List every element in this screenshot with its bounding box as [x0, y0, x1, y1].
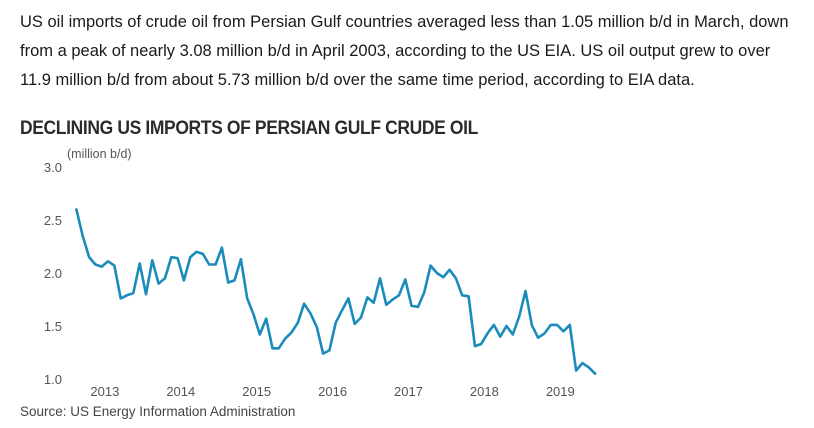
- y-tick-label: 1.5: [44, 319, 62, 334]
- x-tick-label: 2015: [242, 384, 271, 399]
- chart-title: DECLINING US IMPORTS OF PERSIAN GULF CRU…: [20, 118, 478, 139]
- x-tick-label: 2017: [394, 384, 423, 399]
- x-tick-label: 2019: [546, 384, 575, 399]
- y-tick-label: 3.0: [44, 160, 62, 175]
- x-axis-ticks: 2013 2014 2015 2016 2017 2018 2019: [90, 384, 574, 399]
- x-tick-label: 2014: [166, 384, 195, 399]
- x-tick-label: 2018: [470, 384, 499, 399]
- y-axis-ticks: 1.0 1.5 2.0 2.5 3.0: [44, 160, 62, 387]
- y-tick-label: 1.0: [44, 372, 62, 387]
- series-line: [75, 208, 597, 376]
- source-note: Source: US Energy Information Administra…: [20, 404, 296, 419]
- x-tick-label: 2013: [90, 384, 119, 399]
- y-axis-unit-label: (million b/d): [67, 147, 132, 161]
- x-tick-label: 2016: [318, 384, 347, 399]
- y-tick-label: 2.5: [44, 213, 62, 228]
- intro-paragraph: US oil imports of crude oil from Persian…: [20, 13, 789, 89]
- y-tick-label: 2.0: [44, 266, 62, 281]
- series-lines: [75, 208, 597, 376]
